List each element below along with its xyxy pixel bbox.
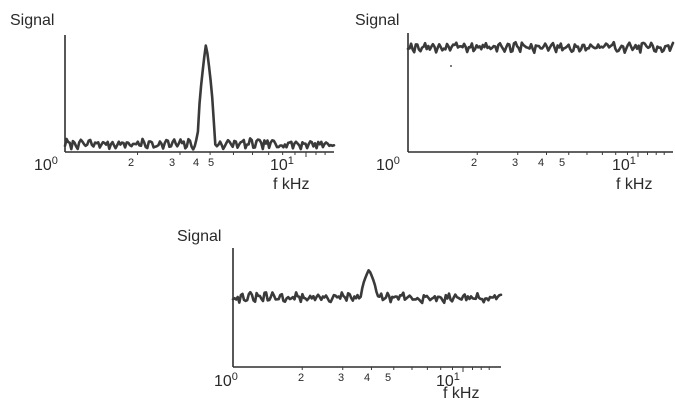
x-axis-label: f kHz [443,385,479,401]
tick-label-2: 2 [471,157,477,169]
spectrum-panel-flat: Signal 100 2 3 4 5 101 f kHz [355,12,675,193]
signal-trace [63,44,336,151]
tick-label-4: 4 [364,372,370,384]
x-tick-labels: 100 2 3 4 5 101 [34,155,294,174]
y-axis-label: Signal [10,12,54,29]
x-tick-labels: 100 2 3 4 5 101 [214,371,460,390]
y-axis-label: Signal [177,228,221,245]
x-ticks [301,367,490,372]
tick-label-5: 5 [559,157,565,169]
tick-label-3: 3 [512,157,518,169]
x-axis-label: f kHz [616,176,652,193]
y-axis-label: Signal [355,12,399,29]
tick-label-5: 5 [385,372,391,384]
signal-trace [406,40,675,55]
tick-label-1: 100 [214,371,238,390]
x-axis-label: f kHz [273,176,309,193]
tick-label-5: 5 [208,157,214,169]
tick-label-4: 4 [193,157,199,169]
tick-label-3: 3 [338,372,344,384]
spectrum-panel-peak-offset: Signal 100 2 3 4 5 101 f kHz [177,228,503,401]
tick-label-10: 101 [612,155,636,174]
spectrum-panel-peak: Signal 100 2 3 4 5 101 f kHz [10,12,336,193]
tick-label-2: 2 [128,157,134,169]
tick-label-1: 100 [376,155,400,174]
signal-trace [231,269,503,305]
tick-label-4: 4 [538,157,544,169]
speck [450,65,452,67]
x-ticks [476,152,665,157]
tick-label-3: 3 [169,157,175,169]
x-tick-labels: 100 2 3 4 5 101 [376,155,636,174]
tick-label-10: 101 [436,371,460,390]
x-ticks [137,152,326,157]
tick-label-1: 100 [34,155,58,174]
tick-label-2: 2 [298,372,304,384]
tick-label-10: 101 [270,155,294,174]
